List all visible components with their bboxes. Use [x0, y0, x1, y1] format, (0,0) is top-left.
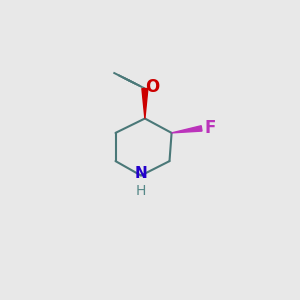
Text: H: H — [136, 184, 146, 198]
Polygon shape — [172, 126, 202, 133]
Polygon shape — [142, 88, 148, 119]
Text: O: O — [145, 78, 160, 96]
Text: N: N — [135, 167, 147, 182]
Text: F: F — [204, 119, 216, 137]
